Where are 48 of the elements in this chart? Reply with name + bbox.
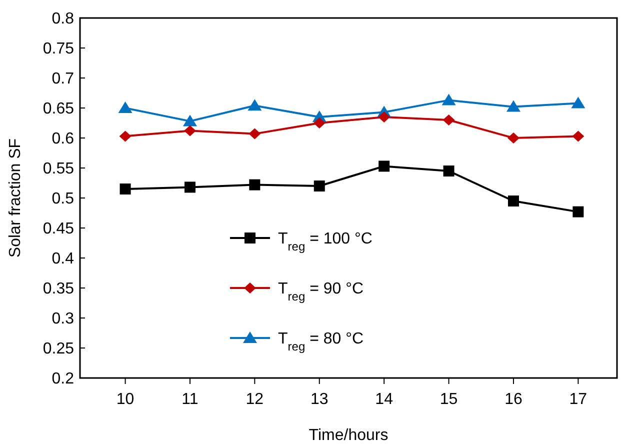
y-tick-label: 0.2 [52,370,74,388]
y-tick-label: 0.6 [52,130,74,148]
y-tick-label: 0.7 [52,70,74,88]
y-axis-title: Solar fraction SF [7,138,24,258]
y-tick-label: 0.55 [42,160,74,178]
y-tick-label: 0.75 [42,40,74,58]
point [248,128,261,140]
y-tick-label: 0.8 [52,10,74,28]
legend-label: T$_{reg}$ = 80 °C [278,330,364,354]
point [572,206,584,218]
x-tick-label: 11 [182,391,198,408]
legend-label: T$_{reg}$ = 90 °C [278,280,364,304]
point [184,182,196,193]
x-tick-label: 15 [440,391,458,408]
point [313,118,326,128]
point [118,102,132,113]
x-axis-title: Time/hours [308,427,388,444]
point [184,125,196,136]
y-tick-label: 0.5 [52,190,74,208]
point [120,184,131,194]
point [314,180,325,192]
point [507,132,520,144]
point [248,99,262,111]
point [249,179,260,190]
legend-label: T$_{reg}$ = 100 °C [278,230,372,254]
x-tick-label: 10 [116,391,134,408]
point [119,130,132,142]
x-tick-label: 16 [504,391,522,408]
y-tick-label: 0.65 [42,100,74,118]
point [442,94,456,106]
point [378,112,390,122]
point [506,100,520,112]
x-tick-label: 13 [310,391,328,408]
y-tick-label: 0.25 [42,340,74,358]
y-tick-label: 0.45 [42,220,74,238]
y-tick-label: 0.4 [52,250,74,268]
point [571,96,586,108]
point [378,160,390,172]
point [572,130,584,142]
y-tick-label: 0.35 [42,280,74,298]
y-tick-label: 0.3 [52,310,74,328]
x-tick-label: 17 [569,391,588,408]
x-tick-label: 12 [246,391,264,408]
point [182,114,197,126]
point [442,114,455,126]
point [443,166,454,176]
x-tick-label: 14 [375,391,394,408]
point [508,196,519,206]
